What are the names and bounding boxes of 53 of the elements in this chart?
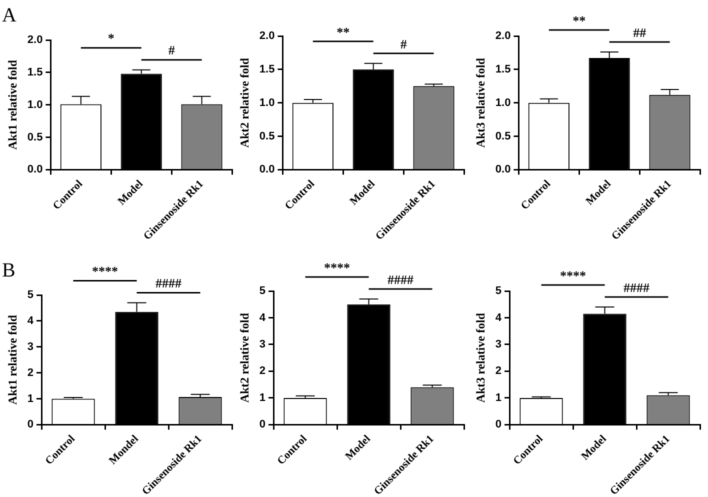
y-tick-label: 4 [495, 312, 502, 324]
y-tick-label: 0.5 [495, 130, 511, 142]
y-tick-label: 1.5 [259, 63, 275, 76]
y-axis-title: Akt3 relative fold [473, 312, 488, 403]
y-tick-label: 2 [259, 365, 266, 378]
annotation: ** [336, 24, 350, 40]
y-tick-label: 1 [27, 392, 34, 405]
y-tick-label: 1.5 [495, 63, 511, 76]
chart-title: B [2, 259, 16, 282]
y-tick-label: 0.0 [27, 164, 43, 176]
y-tick-label: 2 [495, 365, 502, 378]
y-tick-label: 4 [27, 314, 34, 327]
annotation: # [400, 36, 408, 52]
y-tick-label: 4 [259, 312, 266, 324]
chart-title: A [2, 4, 17, 26]
y-axis-title: Akt3 relative fold [473, 58, 488, 148]
y-tick-label: 0.0 [259, 164, 275, 176]
y-tick-label: 2 [27, 366, 34, 379]
text: #### [388, 272, 414, 287]
y-axis-title: Akt2 relative fold [237, 312, 252, 403]
annotation: * [108, 30, 114, 46]
text: **** [92, 264, 118, 279]
annotation: ## [633, 24, 647, 40]
y-tick-label: 1 [495, 392, 502, 404]
y-tick-label: 2.0 [259, 30, 275, 42]
y-tick-label: 0.0 [495, 164, 511, 176]
y-axis-title: Akt1 relative fold [5, 60, 20, 150]
y-tick-label: 0.5 [259, 130, 275, 142]
y-axis-title: Akt2 relative fold [237, 58, 252, 148]
y-tick-label: 5 [495, 285, 502, 298]
y-tick-label: 1.0 [495, 96, 511, 109]
y-tick-label: 0 [259, 418, 266, 431]
annotation: #### [624, 280, 650, 295]
text: **** [560, 268, 586, 283]
annotation: # [168, 42, 176, 58]
y-tick-label: 1.0 [27, 98, 43, 111]
y-tick-label: 1.0 [259, 96, 275, 109]
text: ** [572, 12, 586, 28]
text: #### [156, 276, 182, 291]
y-axis-title: Akt1 relative fold [5, 314, 20, 405]
y-tick-label: 5 [27, 289, 34, 302]
y-tick-label: 0 [27, 418, 34, 431]
text: **** [324, 260, 350, 275]
y-tick-label: 3 [495, 338, 502, 351]
y-tick-label: 0.5 [27, 131, 43, 144]
y-tick-label: 3 [259, 338, 266, 351]
y-tick-label: 5 [259, 285, 266, 298]
y-tick-label: 2.0 [27, 34, 43, 46]
y-tick-label: 0 [495, 418, 502, 431]
y-tick-label: 3 [27, 340, 34, 353]
y-tick-label: 1.5 [27, 66, 43, 78]
y-tick-label: 2.0 [495, 30, 511, 42]
y-tick-label: 1 [259, 392, 266, 404]
